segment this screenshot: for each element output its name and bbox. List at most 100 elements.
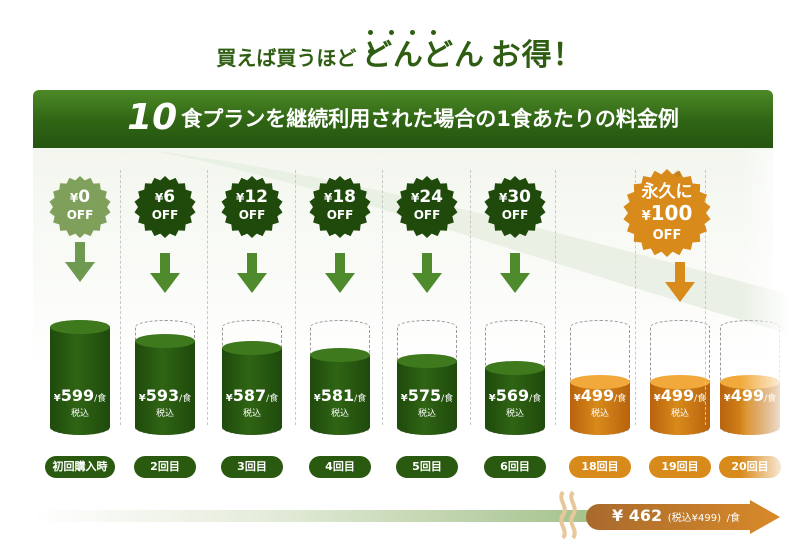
price-value: 599 [60,386,95,405]
badge-discount-value: 12 [244,187,269,207]
price-label: ¥587/食 税込 [222,387,282,420]
price-value: 587 [232,386,267,405]
banner-number: 10 [127,97,178,138]
tax-included-label: 税込 [155,409,174,419]
down-arrow-icon [237,253,267,293]
round-label-pill: 5回目 [396,456,458,478]
badge-line1: 永久に [641,182,693,202]
badge-discount-value: 0 [78,187,91,207]
down-arrow-icon [500,253,530,293]
price-label: ¥569/食 税込 [485,387,545,420]
cylinder-top [397,354,457,368]
price-label: ¥575/食 税込 [397,387,457,420]
price-cylinder: ¥499/食 税込 [570,320,630,435]
tax-included-label: 税込 [330,409,349,419]
badge-star-shape [221,176,283,238]
badge-star-shape [134,176,196,238]
badge-star-shape [484,176,546,238]
down-arrow-icon [150,253,180,293]
badge-currency: ¥ [498,191,508,205]
column-divider [635,170,636,425]
banner-text: 10 食プランを継続利用された場合の1食あたりの料金例 [33,98,773,139]
column-divider [705,170,706,425]
discount-badge: ¥6 OFF [133,175,197,239]
badge-off-label: OFF [413,208,441,222]
badge-currency: ¥ [323,191,333,205]
cylinder-top [485,361,545,375]
price-currency: ¥ [723,393,731,404]
headline: 買えば買うほど どんどん お得！ [0,30,800,74]
price-label: ¥499/食 税込 [650,387,710,420]
cylinder-top [222,341,282,355]
cylinder-top [310,348,370,362]
cylinder-fill [135,341,195,435]
discount-badge: ¥18 OFF [308,175,372,239]
cylinder-fill [310,355,370,435]
badge-amount: ¥0 [48,187,112,208]
price-currency: ¥ [573,393,581,404]
badge-discount-value: 30 [507,187,532,207]
price-currency: ¥ [400,393,408,404]
badge-text: ¥30 OFF [483,175,547,222]
discount-badge: ¥0 OFF [48,175,112,239]
price-value-line: ¥575/食 [397,387,457,408]
cylinder-top [570,375,630,389]
badge-currency: ¥ [69,191,79,205]
badge-text: ¥24 OFF [395,175,459,222]
price-value-line: ¥593/食 [135,387,195,408]
bottom-price-text: ¥ 462 (税込¥499) /食 [596,503,756,529]
price-value: 575 [407,386,442,405]
price-per-meal: /食 [694,394,707,404]
special-note-mark: ※ [674,170,682,180]
price-cylinder: ¥499/食 税込 [650,320,710,435]
price-value: 499 [660,386,695,405]
badge-currency: ¥ [154,191,164,205]
permanent-discount-badge: 永久に ¥100 OFF [622,168,712,258]
headline-part2: どんどん [361,38,486,73]
down-arrow-icon [325,253,355,293]
badge-off-label: OFF [501,208,529,222]
bottom-price-arrow [586,500,780,534]
badge-discount-value: 100 [650,201,693,225]
price-value: 569 [495,386,530,405]
cylinder-fill [485,368,545,435]
badge-amount: ¥18 [308,187,372,208]
right-fade [740,150,800,490]
price-currency: ¥ [225,393,233,404]
cylinder-top [135,334,195,348]
cylinder-top [50,320,110,334]
price-value-line: ¥499/食 [650,387,710,408]
badge-amount: ¥30 [483,187,547,208]
price-currency: ¥ [653,393,661,404]
bottom-currency: ¥ [612,506,624,525]
badge-discount-value: 24 [419,187,444,207]
discount-badge: ¥24 OFF [395,175,459,239]
cylinder-top [650,375,710,389]
round-label-pill: 19回目 [649,456,711,478]
price-label: ¥499/食 税込 [570,387,630,420]
price-label: ¥599/食 税込 [50,387,110,420]
cylinder-fill [570,382,630,435]
price-per-meal: /食 [529,394,542,404]
emphasis-dots [368,20,468,54]
round-label-pill: 初回購入時 [45,456,115,478]
tax-included-label: 税込 [590,409,609,419]
price-per-meal: /食 [354,394,367,404]
tax-included-label: 税込 [70,409,89,419]
price-value-line: ¥587/食 [222,387,282,408]
price-per-meal: /食 [94,394,107,404]
bottom-note: (税込¥499) [667,513,721,524]
column-divider [382,170,383,425]
down-arrow-icon [665,262,695,302]
tax-included-label: 税込 [417,409,436,419]
price-currency: ¥ [138,393,146,404]
column-divider [555,170,556,425]
badge-text: ¥0 OFF [48,175,112,222]
round-label-pill: 4回目 [309,456,371,478]
column-divider [207,170,208,425]
headline-part1: 買えば買うほど [216,46,357,70]
price-value: 593 [145,386,180,405]
badge-amount: ¥6 [133,187,197,208]
plan-banner: 10 食プランを継続利用された場合の1食あたりの料金例 [33,90,773,148]
